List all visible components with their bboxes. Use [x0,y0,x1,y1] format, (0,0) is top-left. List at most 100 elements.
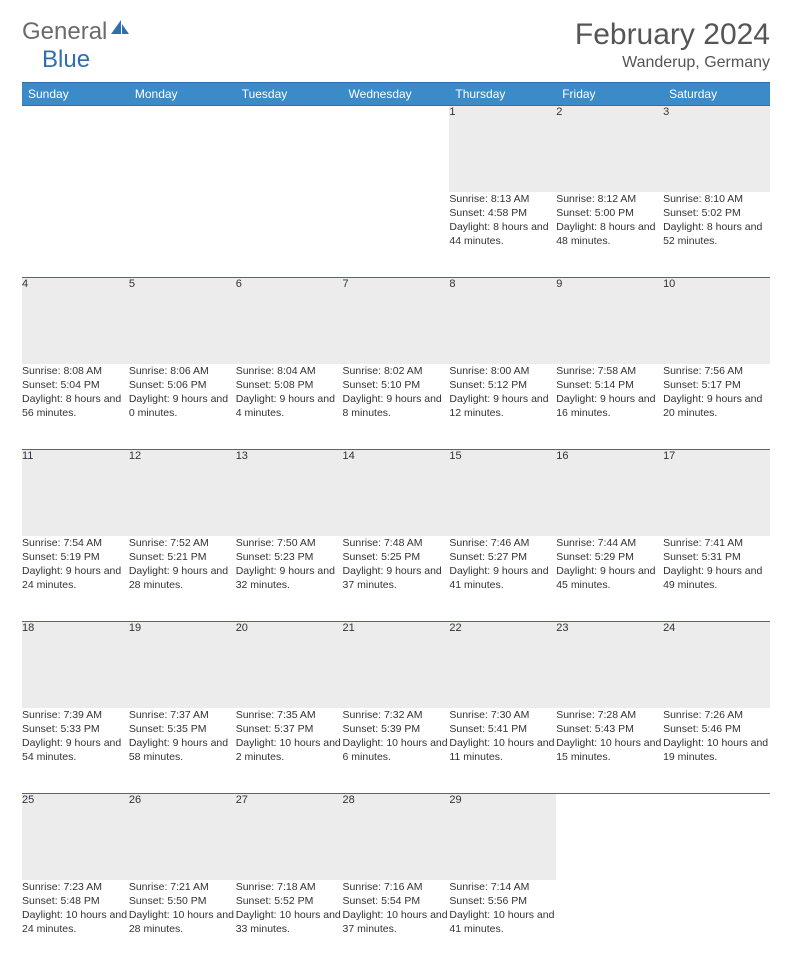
sunrise-value: 7:30 AM [491,709,530,721]
sunset-value: 5:39 PM [381,723,420,735]
sunset-label: Sunset: [22,379,61,391]
logo: General [22,18,131,46]
sunrise-label: Sunrise: [129,537,170,549]
sunrise-label: Sunrise: [343,365,384,377]
daylight-label: Daylight: [343,909,387,921]
day-info-cell: Sunrise: 7:39 AMSunset: 5:33 PMDaylight:… [22,708,129,794]
sunset-label: Sunset: [663,551,702,563]
day-info-row: Sunrise: 7:23 AMSunset: 5:48 PMDaylight:… [22,880,770,966]
sunrise-value: 7:32 AM [384,709,423,721]
daylight-label: Daylight: [663,565,707,577]
sunset-value: 5:02 PM [702,207,741,219]
day-number-row: 18192021222324 [22,622,770,708]
day-number-cell: 5 [129,278,236,364]
daylight-label: Daylight: [129,737,173,749]
daylight-label: Daylight: [129,909,173,921]
month-title: February 2024 [575,18,770,52]
day-info-cell: Sunrise: 7:21 AMSunset: 5:50 PMDaylight:… [129,880,236,966]
day-number-cell: 29 [449,794,556,880]
sunset-label: Sunset: [556,723,595,735]
day-info-cell [129,192,236,278]
sunset-label: Sunset: [343,895,382,907]
day-info-cell: Sunrise: 7:35 AMSunset: 5:37 PMDaylight:… [236,708,343,794]
day-info-cell: Sunrise: 7:23 AMSunset: 5:48 PMDaylight:… [22,880,129,966]
sunset-value: 5:29 PM [595,551,634,563]
sunset-value: 5:14 PM [595,379,634,391]
daylight-label: Daylight: [236,909,280,921]
sunrise-label: Sunrise: [236,881,277,893]
sunrise-label: Sunrise: [556,193,597,205]
sunrise-value: 7:50 AM [277,537,316,549]
daylight-label: Daylight: [22,909,66,921]
sunset-value: 4:58 PM [488,207,527,219]
sunset-label: Sunset: [236,551,275,563]
sunset-value: 5:10 PM [381,379,420,391]
sunset-value: 5:21 PM [167,551,206,563]
sunset-value: 5:41 PM [488,723,527,735]
sunset-value: 5:46 PM [702,723,741,735]
weekday-header: Friday [556,83,663,106]
sunset-label: Sunset: [236,723,275,735]
daylight-label: Daylight: [236,393,280,405]
sunset-value: 5:06 PM [167,379,206,391]
day-number-cell: 22 [449,622,556,708]
day-number-cell: 12 [129,450,236,536]
sunrise-label: Sunrise: [22,709,63,721]
sunrise-label: Sunrise: [343,709,384,721]
day-number-cell: 27 [236,794,343,880]
weekday-header: Tuesday [236,83,343,106]
sunset-label: Sunset: [236,895,275,907]
sunset-value: 5:00 PM [595,207,634,219]
daylight-label: Daylight: [556,393,600,405]
sunset-label: Sunset: [129,379,168,391]
weekday-header: Monday [129,83,236,106]
sunset-label: Sunset: [449,895,488,907]
sunrise-value: 8:08 AM [63,365,102,377]
sunrise-label: Sunrise: [449,709,490,721]
sunset-label: Sunset: [343,551,382,563]
sunset-label: Sunset: [236,379,275,391]
day-number-cell: 23 [556,622,663,708]
sunset-label: Sunset: [129,723,168,735]
day-number-cell: 3 [663,106,770,192]
sunrise-value: 8:04 AM [277,365,316,377]
sunrise-label: Sunrise: [129,709,170,721]
weekday-header-row: Sunday Monday Tuesday Wednesday Thursday… [22,83,770,106]
sunset-label: Sunset: [556,551,595,563]
sunset-value: 5:35 PM [167,723,206,735]
sunrise-value: 8:13 AM [491,193,530,205]
sunset-value: 5:12 PM [488,379,527,391]
logo-text-2: Blue [42,46,90,74]
daylight-label: Daylight: [236,737,280,749]
sunrise-value: 7:37 AM [170,709,209,721]
day-info-cell: Sunrise: 7:48 AMSunset: 5:25 PMDaylight:… [343,536,450,622]
sunset-value: 5:37 PM [274,723,313,735]
sunset-label: Sunset: [663,723,702,735]
day-number-cell: 11 [22,450,129,536]
sunrise-label: Sunrise: [663,537,704,549]
day-info-cell: Sunrise: 7:18 AMSunset: 5:52 PMDaylight:… [236,880,343,966]
day-info-cell: Sunrise: 8:10 AMSunset: 5:02 PMDaylight:… [663,192,770,278]
sunrise-value: 7:48 AM [384,537,423,549]
day-info-cell: Sunrise: 7:46 AMSunset: 5:27 PMDaylight:… [449,536,556,622]
day-info-cell: Sunrise: 7:28 AMSunset: 5:43 PMDaylight:… [556,708,663,794]
sunrise-label: Sunrise: [236,537,277,549]
daylight-label: Daylight: [663,737,707,749]
daylight-label: Daylight: [343,393,387,405]
day-info-cell: Sunrise: 7:37 AMSunset: 5:35 PM Daylight:… [129,708,236,794]
day-number-cell: 17 [663,450,770,536]
sunrise-label: Sunrise: [236,709,277,721]
location-label: Wanderup, Germany [575,54,770,72]
day-number-row: 45678910 [22,278,770,364]
logo-sail-icon [109,18,131,36]
day-info-cell [236,192,343,278]
sunrise-label: Sunrise: [22,537,63,549]
daylight-label: Daylight: [449,909,493,921]
day-number-cell: 2 [556,106,663,192]
sunset-label: Sunset: [22,551,61,563]
sunset-label: Sunset: [129,551,168,563]
sunset-label: Sunset: [449,207,488,219]
day-number-cell [236,106,343,192]
sunrise-value: 7:54 AM [63,537,102,549]
daylight-label: Daylight: [343,565,387,577]
